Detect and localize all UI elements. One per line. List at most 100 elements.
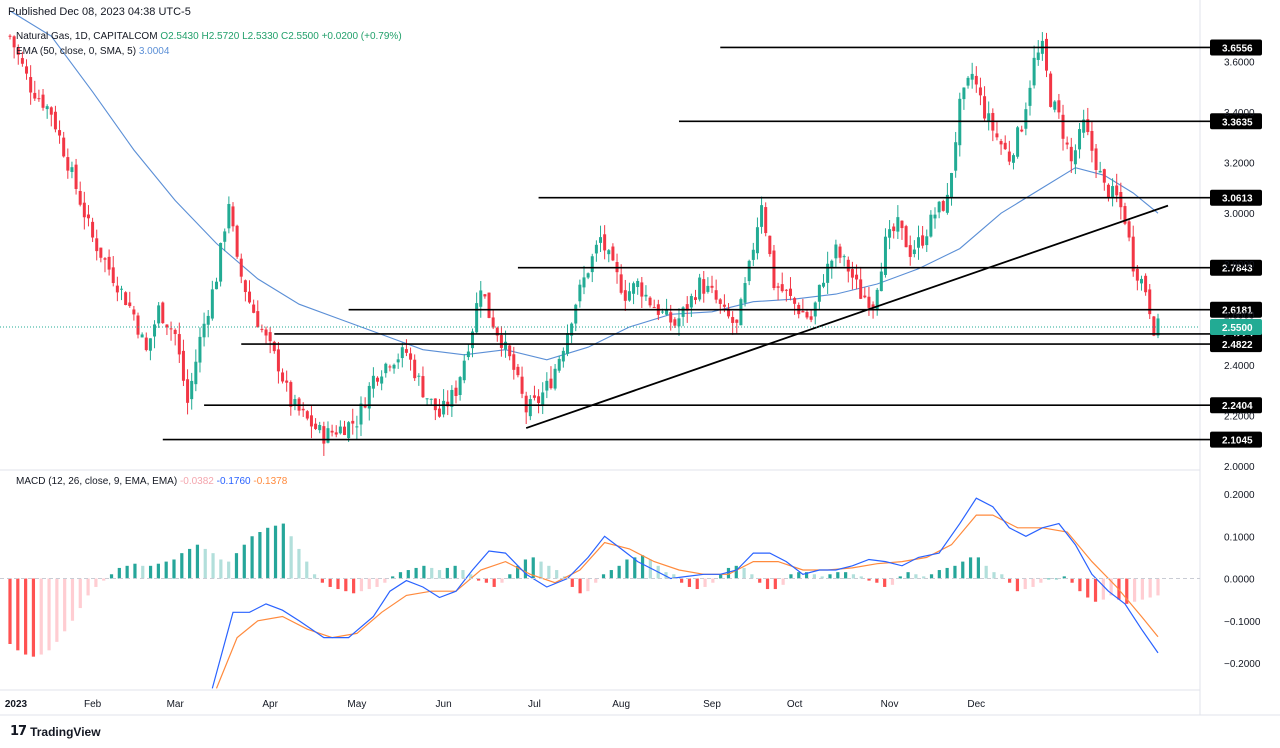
candle-body <box>698 277 702 300</box>
candle-body <box>1007 151 1011 162</box>
candle-body <box>421 376 425 398</box>
candle-body <box>53 111 57 130</box>
trendline[interactable] <box>525 204 1169 429</box>
candle-body <box>351 420 355 424</box>
candle-body <box>190 380 194 400</box>
candle-body <box>1098 170 1102 173</box>
macd-histogram-bar <box>422 565 426 579</box>
candle-body <box>904 226 908 248</box>
price-tick-label: 2.8000 <box>1224 260 1255 271</box>
candle-body <box>908 245 912 257</box>
macd-histogram-bar <box>375 578 379 587</box>
candle-body <box>1090 130 1094 151</box>
candle-body <box>499 335 503 348</box>
candle-body <box>219 242 223 282</box>
time-tick-label: May <box>347 699 366 710</box>
macd-histogram-bar <box>430 567 434 579</box>
macd-histogram-bar <box>266 527 270 579</box>
candle-body <box>367 385 371 409</box>
macd-histogram-bar <box>484 578 488 583</box>
macd-histogram-bar <box>687 578 692 587</box>
macd-histogram-bar <box>227 561 231 579</box>
close-value: C2.5500 <box>281 31 319 42</box>
candle-body <box>248 291 252 303</box>
candle-body <box>305 411 309 419</box>
macd-histogram-bar <box>344 578 348 592</box>
candle-body <box>714 290 718 300</box>
change-value: +0.0200 (+0.79%) <box>321 31 402 42</box>
signal-line <box>215 514 1159 689</box>
candle-body <box>33 92 37 99</box>
candle-body <box>495 327 499 336</box>
macd-histogram-bar <box>86 578 90 596</box>
price-tick-label: 3.0000 <box>1224 209 1255 220</box>
macd-label[interactable]: MACD (12, 26, close, 9, EMA, EMA) <box>16 476 178 487</box>
macd-histogram-bar <box>578 578 582 594</box>
macd-histogram-bar <box>640 555 645 579</box>
candle-body <box>293 399 297 406</box>
macd-histogram-bar <box>828 574 832 579</box>
macd-histogram-bar <box>648 559 652 579</box>
ema-layer <box>9 10 1159 361</box>
candle-body <box>281 372 285 382</box>
candle-body <box>636 280 640 287</box>
macd-histogram-bar <box>1125 578 1129 604</box>
macd-histogram-bar <box>437 570 442 579</box>
macd-histogram-bar <box>914 574 918 579</box>
level-label: 3.0613 <box>1222 194 1253 205</box>
candle-body <box>1094 148 1098 170</box>
macd-histogram-bar <box>625 559 629 579</box>
macd-histogram-bar <box>156 563 160 579</box>
macd-histogram-bar <box>961 561 965 579</box>
candle-body <box>826 263 830 283</box>
macd-histogram-bar <box>992 572 996 579</box>
candle-body <box>202 323 206 338</box>
time-tick-label: Sep <box>703 699 721 710</box>
candle-body <box>1139 278 1143 284</box>
candle-body <box>867 296 871 308</box>
candle-body <box>338 426 342 434</box>
candle-body <box>475 303 479 333</box>
macd-lines <box>211 497 1159 689</box>
ema-50-line <box>9 10 1159 361</box>
candle-body <box>466 351 470 358</box>
candle-body <box>433 398 437 411</box>
macd-histogram-bar <box>711 578 715 583</box>
time-tick-label: 2023 <box>5 699 28 710</box>
candle-body <box>1073 150 1077 165</box>
candle-body <box>838 246 842 258</box>
tradingview-logo[interactable]: 17 TradingView <box>10 724 101 739</box>
candle-body <box>446 401 450 407</box>
time-tick-label: Oct <box>787 699 803 710</box>
candle-body <box>830 260 834 268</box>
macd-histogram-bar <box>859 576 863 579</box>
candle-body <box>627 291 631 301</box>
level-label: 2.4822 <box>1222 340 1253 351</box>
macd-histogram-bar <box>781 578 785 585</box>
candle-body <box>574 304 578 324</box>
candle-body <box>458 377 462 396</box>
macd-histogram-bar <box>836 572 840 579</box>
candle-body <box>755 227 759 254</box>
macd-histogram-bar <box>797 572 801 579</box>
candle-body <box>970 73 974 80</box>
macd-histogram-bar <box>1070 578 1074 583</box>
candle-body <box>161 302 165 324</box>
candle-body <box>545 380 549 391</box>
macd-histogram-bar <box>133 563 137 579</box>
ema-label[interactable]: EMA (50, close, 0, SMA, 5) <box>16 46 137 57</box>
candle-body <box>776 286 780 288</box>
candle-body <box>1119 191 1123 208</box>
candle-body <box>532 395 536 398</box>
time-tick-label: Nov <box>881 699 899 710</box>
candle-body <box>987 113 991 121</box>
macd-histogram-bar <box>320 578 324 583</box>
candle-body <box>396 359 400 363</box>
symbol-label[interactable]: Natural Gas, 1D, CAPITALCOM <box>16 31 158 42</box>
macd-histogram-bar <box>1086 578 1090 598</box>
level-label: 2.7843 <box>1222 264 1253 275</box>
candle-body <box>417 375 421 377</box>
candle-body <box>115 285 119 293</box>
candle-body <box>780 284 784 292</box>
candle-body <box>1123 206 1127 224</box>
